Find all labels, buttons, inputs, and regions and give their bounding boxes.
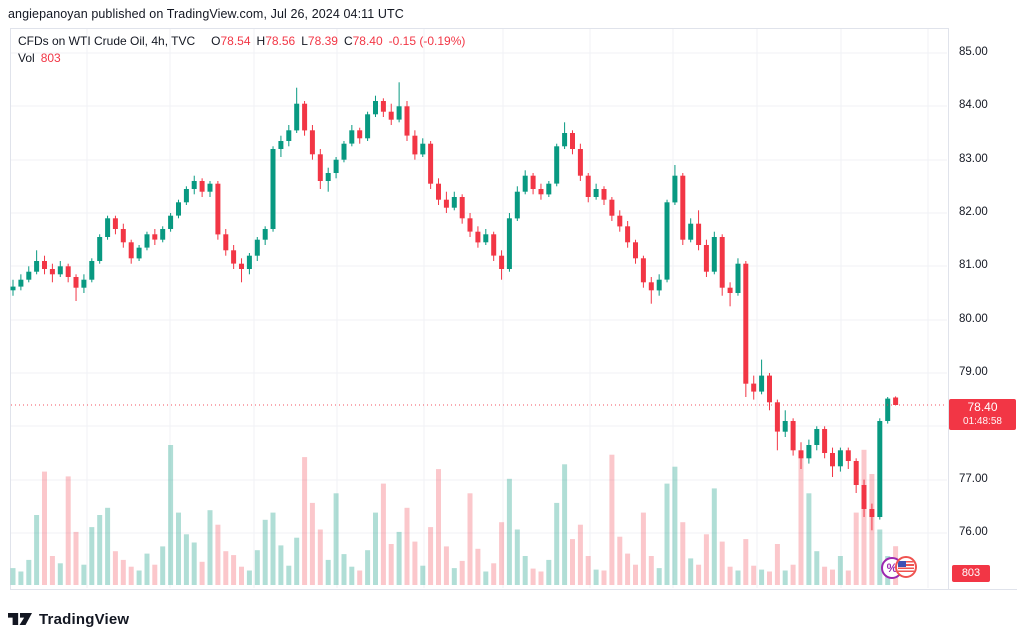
legend-row-volume: Vol 803 xyxy=(18,50,465,67)
price-axis-label: 79.00 xyxy=(959,366,988,378)
tradingview-footer[interactable]: TradingView xyxy=(8,610,129,628)
volume-badge: 803 xyxy=(952,565,990,582)
time-axis[interactable] xyxy=(10,589,1017,605)
price-axis-label: 83.00 xyxy=(959,153,988,165)
low-value: 78.39 xyxy=(307,34,338,48)
symbol-title: CFDs on WTI Crude Oil, 4h, TVC xyxy=(18,34,196,48)
high-label: H xyxy=(256,34,266,48)
price-axis-label: 80.00 xyxy=(959,313,988,325)
close-label: C xyxy=(343,34,353,48)
last-price-badge: 78.40 01:48:58 xyxy=(949,399,1016,430)
tradingview-brand-text: TradingView xyxy=(39,610,130,628)
close-value: 78.40 xyxy=(352,34,383,48)
us-flag-stripes xyxy=(898,561,914,573)
open-label: O xyxy=(211,34,221,48)
attribution-text: angiepanoyan published on TradingView.co… xyxy=(8,7,404,21)
price-axis-label: 84.00 xyxy=(959,99,988,111)
us-flag-event-icon[interactable] xyxy=(895,556,917,578)
symbol-legend: CFDs on WTI Crude Oil, 4h, TVC O78.54 H78.… xyxy=(18,33,465,67)
legend-row-ohlc: CFDs on WTI Crude Oil, 4h, TVC O78.54 H78.… xyxy=(18,33,465,50)
tradingview-logo-icon[interactable] xyxy=(8,610,32,628)
volume-series xyxy=(10,445,899,585)
volume-label: Vol xyxy=(18,51,35,65)
price-axis-label: 76.00 xyxy=(959,526,988,538)
change-value: -0.15 (-0.19%) xyxy=(388,34,466,48)
high-value: 78.56 xyxy=(265,34,296,48)
open-value: 78.54 xyxy=(220,34,251,48)
price-axis-label: 82.00 xyxy=(959,206,988,218)
price-axis-label: 81.00 xyxy=(959,259,988,271)
price-axis-label: 77.00 xyxy=(959,473,988,485)
candle-series xyxy=(10,82,899,531)
low-label: L xyxy=(301,34,308,48)
bar-countdown: 01:48:58 xyxy=(963,416,1002,427)
price-axis-label: 85.00 xyxy=(959,46,988,58)
us-flag-canton xyxy=(898,561,906,567)
price-axis[interactable] xyxy=(948,28,1017,605)
volume-value: 803 xyxy=(40,51,61,65)
event-markers[interactable]: % xyxy=(881,556,921,582)
last-price-value: 78.40 xyxy=(967,400,998,414)
